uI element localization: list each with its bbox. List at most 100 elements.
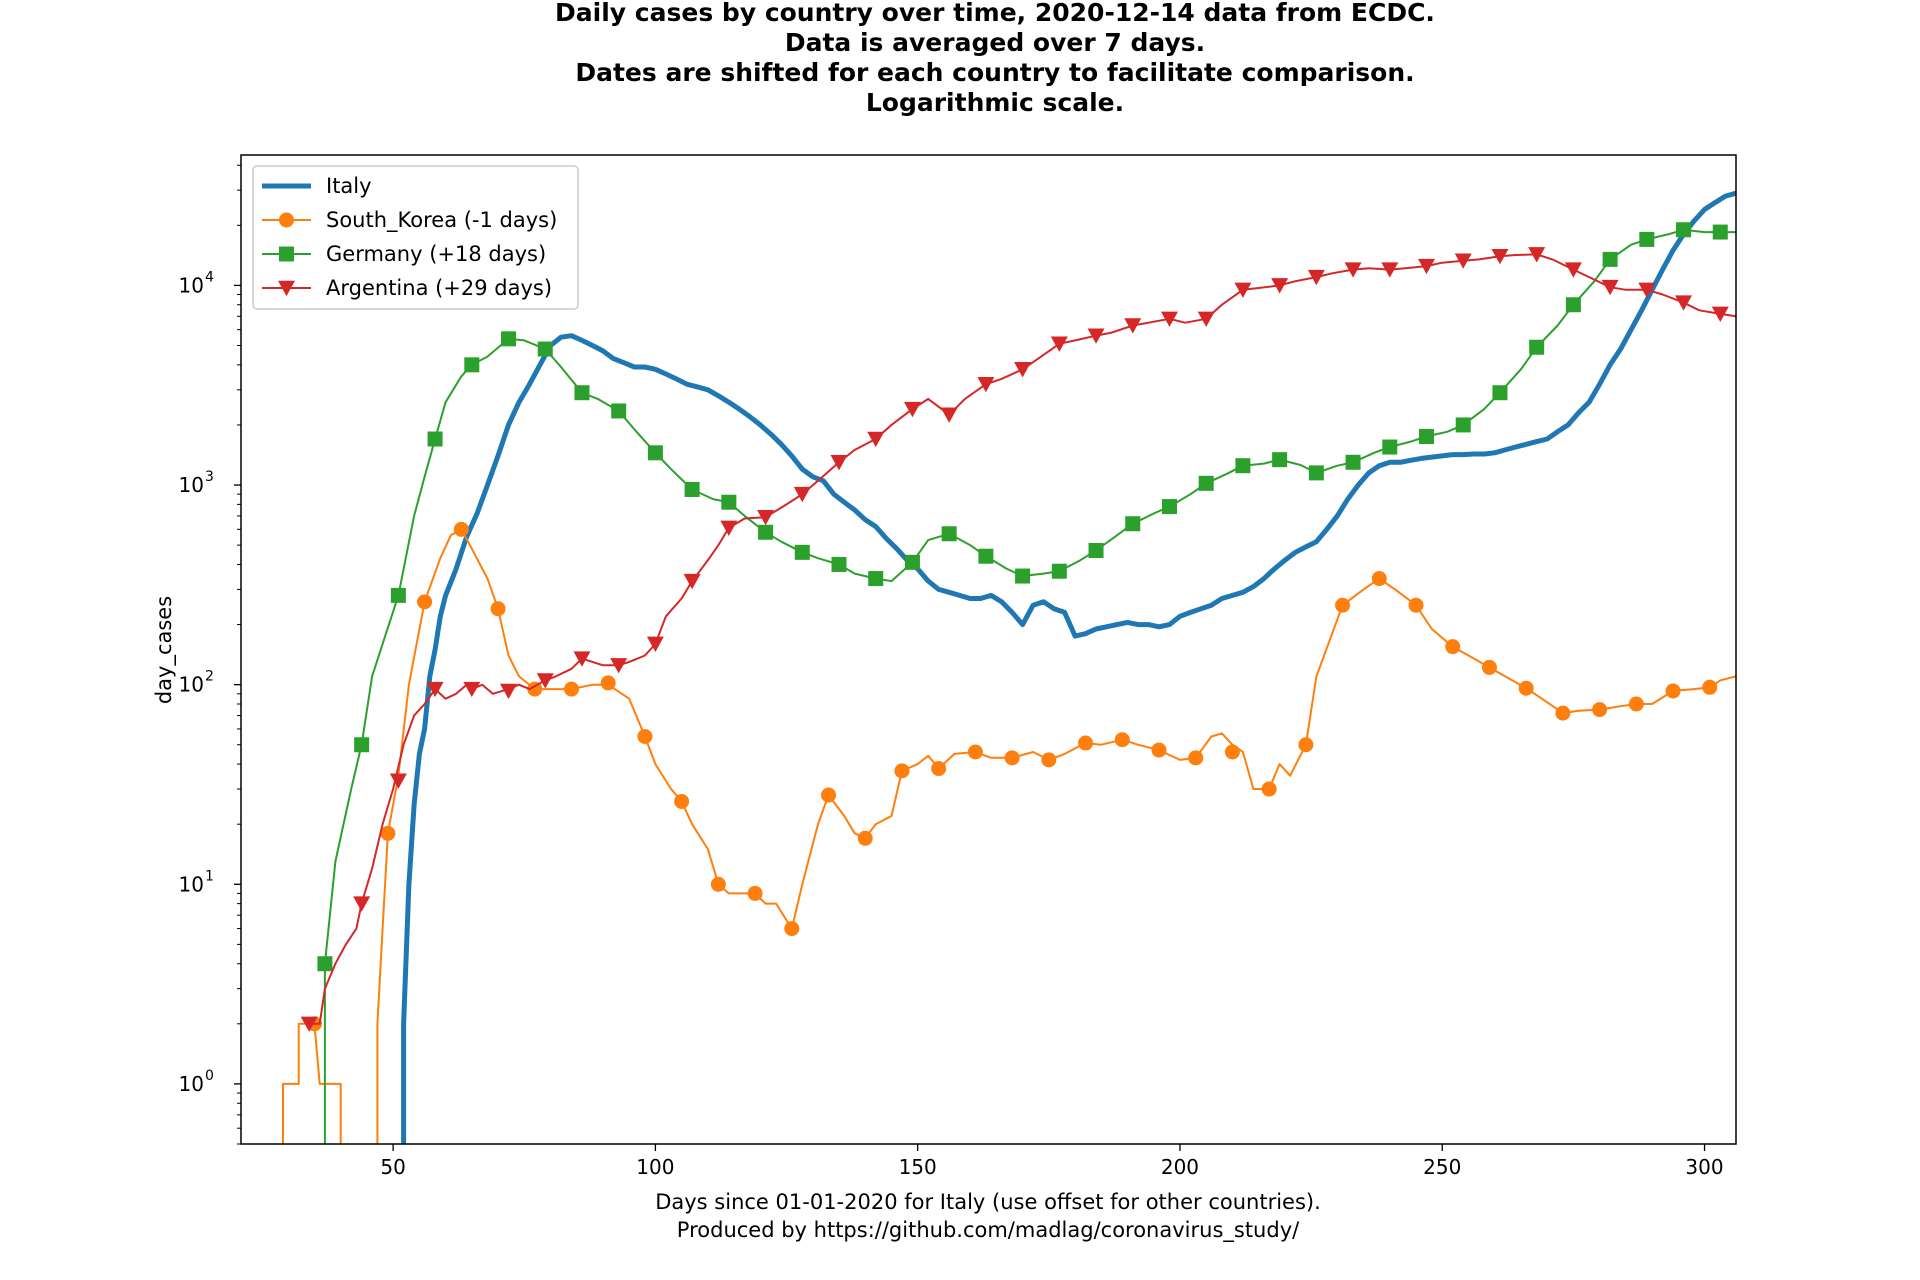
- marker-south-korea-1-days-15: [894, 763, 910, 779]
- marker-south-korea-1-days-26: [1298, 737, 1314, 753]
- x-tick-label-50: 50: [380, 1155, 405, 1179]
- marker-germany-18-days-15: [868, 571, 884, 587]
- marker-argentina-29-days-21: [1087, 328, 1105, 344]
- marker-south-korea-1-days-11: [747, 885, 763, 901]
- marker-south-korea-1-days-18: [1004, 750, 1020, 766]
- marker-germany-18-days-6: [537, 341, 553, 357]
- title-line-1: Daily cases by country over time, 2020-1…: [555, 0, 1435, 27]
- x-axis-label-line-1: Days since 01-01-2020 for Italy (use off…: [655, 1190, 1321, 1214]
- series-layer: [282, 190, 1736, 1144]
- marker-germany-18-days-2: [390, 587, 406, 603]
- marker-south-korea-1-days-27: [1335, 597, 1351, 613]
- marker-argentina-29-days-31: [1454, 253, 1472, 269]
- marker-argentina-29-days-23: [1160, 311, 1178, 327]
- marker-south-korea-1-days-36: [1665, 683, 1681, 699]
- marker-argentina-29-days-2: [389, 773, 407, 789]
- marker-south-korea-1-days-17: [967, 744, 983, 760]
- marker-argentina-29-days-30: [1418, 258, 1436, 275]
- marker-argentina-29-days-25: [1234, 282, 1252, 298]
- marker-south-korea-1-days-37: [1702, 679, 1718, 695]
- marker-germany-18-days-35: [1602, 251, 1618, 267]
- marker-germany-18-days-12: [758, 524, 774, 540]
- marker-germany-18-days-27: [1308, 465, 1324, 481]
- marker-germany-18-days-16: [904, 554, 920, 570]
- marker-south-korea-1-days-19: [1041, 752, 1057, 768]
- marker-germany-18-days-3: [427, 431, 443, 447]
- marker-south-korea-1-days-3: [453, 521, 469, 537]
- marker-germany-18-days-33: [1529, 339, 1545, 355]
- marker-argentina-29-days-22: [1124, 318, 1142, 334]
- marker-germany-18-days-37: [1676, 222, 1692, 238]
- y-tick-label-4: 10: [179, 273, 204, 297]
- marker-germany-18-days-28: [1345, 454, 1361, 470]
- title-line-2: Data is averaged over 7 days.: [785, 28, 1205, 57]
- marker-south-korea-1-days-2: [417, 594, 433, 610]
- legend-marker-south-korea-1-days: [279, 212, 294, 228]
- marker-south-korea-1-days-10: [710, 876, 726, 892]
- marker-germany-18-days-24: [1198, 475, 1214, 491]
- marker-south-korea-1-days-4: [490, 601, 506, 617]
- y-tick-label-2: 10: [179, 673, 204, 697]
- marker-south-korea-1-days-5: [527, 681, 543, 697]
- marker-germany-18-days-14: [831, 556, 847, 572]
- marker-germany-18-days-26: [1272, 452, 1288, 468]
- marker-germany-18-days-20: [1051, 563, 1067, 579]
- marker-germany-18-days-7: [574, 385, 590, 401]
- marker-argentina-29-days-0: [300, 1016, 318, 1032]
- marker-germany-18-days-34: [1565, 297, 1581, 313]
- marker-germany-18-days-4: [464, 357, 480, 373]
- y-tick-label-1: 10: [179, 872, 204, 896]
- marker-argentina-29-days-5: [500, 683, 518, 700]
- legend-label-italy: Italy: [326, 174, 372, 198]
- marker-germany-18-days-1: [354, 737, 370, 753]
- series-italy: [401, 190, 1736, 1144]
- marker-south-korea-1-days-7: [600, 675, 616, 691]
- y-tick-exp-2: 2: [205, 669, 214, 685]
- marker-south-korea-1-days-6: [563, 681, 579, 697]
- marker-south-korea-1-days-33: [1555, 705, 1571, 721]
- marker-south-korea-1-days-12: [784, 921, 800, 937]
- title-line-3: Dates are shifted for each country to fa…: [575, 58, 1414, 87]
- marker-argentina-29-days-28: [1344, 262, 1362, 278]
- legend: Italy South_Korea (-1 days) Germany (+18 d…: [252, 165, 579, 310]
- legend-label-south-korea-1-days: South_Korea (-1 days): [326, 208, 557, 233]
- marker-germany-18-days-9: [647, 445, 663, 461]
- marker-argentina-29-days-15: [867, 431, 885, 448]
- marker-argentina-29-days-38: [1711, 306, 1729, 322]
- marker-argentina-29-days-11: [720, 520, 738, 536]
- marker-argentina-29-days-26: [1271, 278, 1289, 294]
- x-tick-label-300: 300: [1685, 1155, 1723, 1179]
- marker-germany-18-days-38: [1712, 224, 1728, 240]
- marker-argentina-29-days-33: [1528, 247, 1546, 263]
- marker-argentina-29-days-27: [1307, 269, 1325, 286]
- series-south-korea-1-days: [282, 521, 1736, 1144]
- marker-germany-18-days-25: [1235, 458, 1251, 474]
- chart-title: Daily cases by country over time, 2020-1…: [555, 0, 1435, 117]
- marker-argentina-29-days-24: [1197, 311, 1215, 327]
- marker-argentina-29-days-6: [536, 673, 554, 689]
- marker-germany-18-days-13: [794, 544, 810, 560]
- marker-argentina-29-days-1: [353, 896, 371, 912]
- marker-south-korea-1-days-21: [1114, 732, 1130, 748]
- marker-argentina-29-days-14: [830, 455, 848, 471]
- marker-south-korea-1-days-31: [1481, 659, 1497, 675]
- marker-germany-18-days-36: [1639, 231, 1655, 247]
- marker-germany-18-days-17: [941, 526, 957, 542]
- legend-box: [252, 165, 579, 310]
- marker-germany-18-days-32: [1492, 385, 1508, 401]
- x-axis: 50 100 150 200 250 300: [380, 1144, 1724, 1179]
- marker-south-korea-1-days-23: [1188, 750, 1204, 766]
- marker-south-korea-1-days-28: [1371, 571, 1387, 587]
- y-axis-label: day_cases: [152, 596, 177, 704]
- marker-germany-18-days-29: [1382, 439, 1398, 455]
- marker-argentina-29-days-17: [940, 407, 958, 423]
- marker-south-korea-1-days-9: [674, 793, 690, 809]
- marker-argentina-29-days-7: [573, 651, 591, 667]
- legend-label-argentina-29-days: Argentina (+29 days): [326, 276, 552, 300]
- title-line-4: Logarithmic scale.: [866, 88, 1124, 117]
- marker-germany-18-days-30: [1419, 429, 1435, 445]
- y-tick-exp-3: 3: [205, 469, 214, 485]
- marker-germany-18-days-21: [1088, 542, 1104, 558]
